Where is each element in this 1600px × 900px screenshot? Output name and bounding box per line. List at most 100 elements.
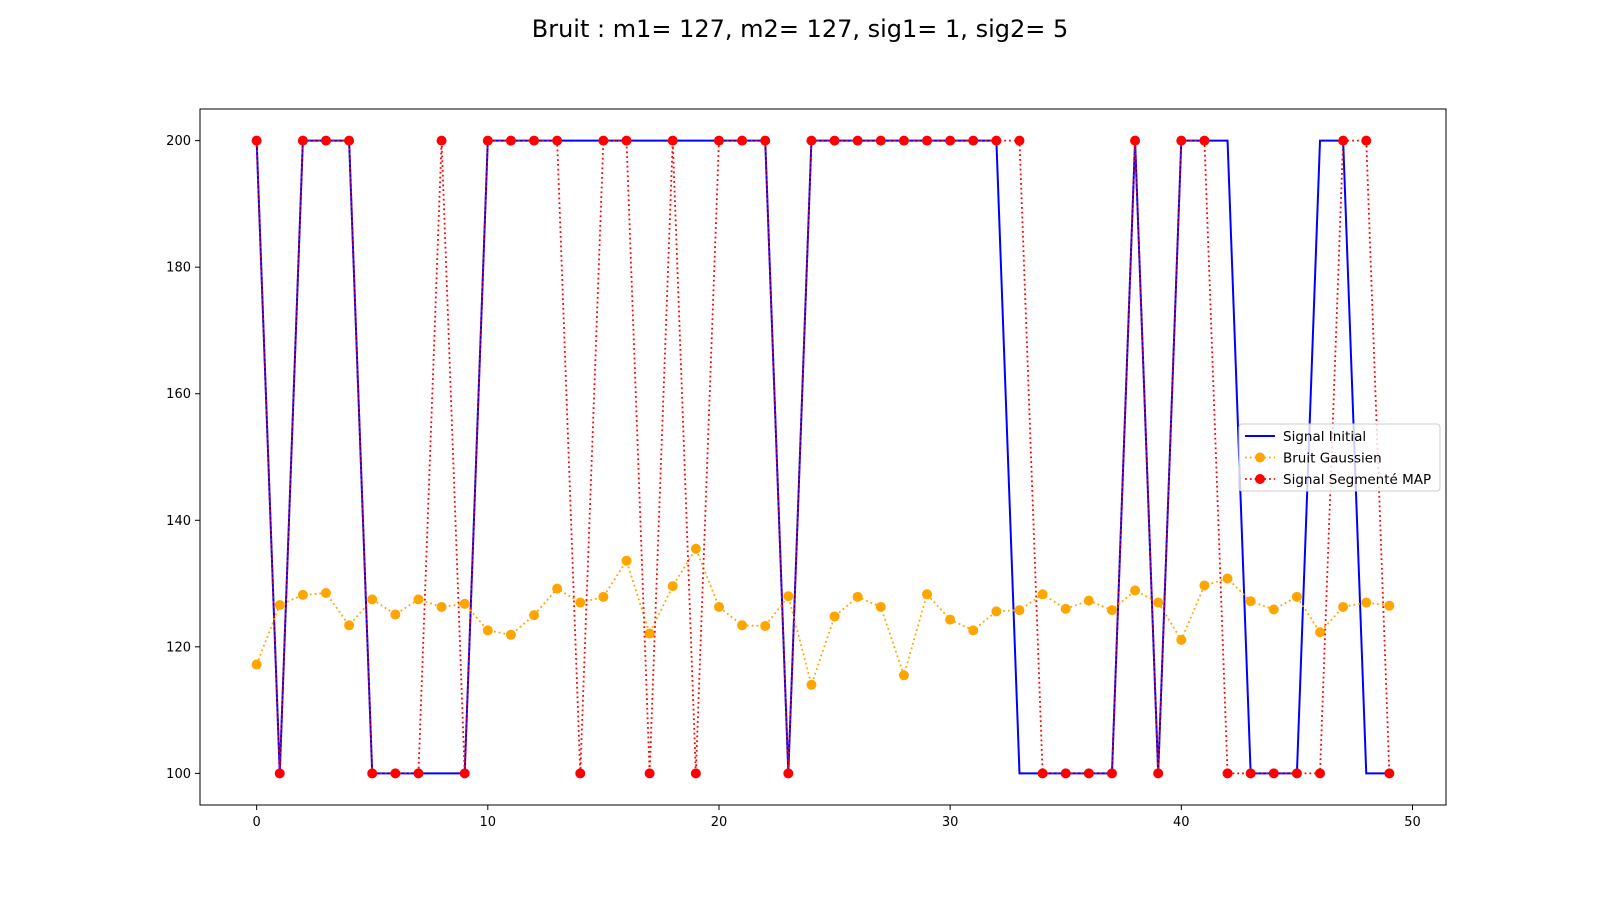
series-2-point [529,135,540,146]
legend-label-1: Bruit Gaussien [1283,451,1382,467]
y-tick-label: 120 [166,640,191,655]
series-2-point [760,135,771,146]
series-2-point [829,135,840,146]
series-1-point [344,620,355,631]
series-1-point [482,625,493,636]
series-2-point [274,768,285,779]
series-2-point [968,135,979,146]
series-1-point [274,600,285,611]
series-1-point [1176,634,1187,645]
series-1-point [945,614,956,625]
series-2-point [1153,768,1164,779]
series-2-point [1361,135,1372,146]
y-tick-label: 180 [166,261,191,276]
series-1-point [621,555,632,566]
y-axis: 100 120 140 160 180 200 [166,134,200,782]
series-1-point [390,609,401,620]
series-2-point [806,135,817,146]
series-1-point [1315,627,1326,638]
y-tick-label: 200 [166,134,191,149]
series-2-point [922,135,933,146]
series-1-point [991,606,1002,617]
series-2-point [251,135,262,146]
series-2-point [367,768,378,779]
series-2-point [875,135,886,146]
series-2-point [344,135,355,146]
series-1-point [922,589,933,600]
y-tick-label: 140 [166,514,191,529]
series-1-point [1245,596,1256,607]
series-2-point [1291,768,1302,779]
series-1-point [1361,597,1372,608]
series-2-point [1222,768,1233,779]
series-1-point [1268,604,1279,615]
series-2-point [1083,768,1094,779]
series-1-point [737,620,748,631]
series-1-point [783,591,794,602]
series-2-point [505,135,516,146]
series-1-point [1130,585,1141,596]
y-tick-label: 160 [166,387,191,402]
series-2-point [667,135,678,146]
series-2-point [413,768,424,779]
series-2-point [320,135,331,146]
series-2-point [1037,768,1048,779]
series-1-point [1153,597,1164,608]
series-1-point [505,629,516,640]
series-1-point [320,588,331,599]
series-2-point [644,768,655,779]
chart-title: Bruit : m1= 127, m2= 127, sig1= 1, sig2=… [532,15,1069,43]
series-1-point [367,594,378,605]
series-line-1 [255,546,1390,688]
series-2-point [459,768,470,779]
series-2-point [898,135,909,146]
series-1-point [760,620,771,631]
x-tick-label: 50 [1404,815,1421,830]
series-1-point [1384,600,1395,611]
series-1-point [898,670,909,681]
series-2-point [991,135,1002,146]
series-1-point [459,598,470,609]
series-1-point [552,583,563,594]
series-1-point [1037,589,1048,600]
plot-frame [199,108,1447,806]
series-2-point [552,135,563,146]
series-1-point [875,601,886,612]
y-tick-label: 100 [166,767,191,782]
series-1-point [1014,605,1025,616]
legend-box [1238,423,1441,492]
x-axis: 0 10 20 30 40 50 [252,805,1421,830]
series-2-point [1199,135,1210,146]
series-2-point [621,135,632,146]
series-2-point [575,768,586,779]
series-1-point [968,625,979,636]
series-2-point [852,135,863,146]
series-1-point [413,594,424,605]
series-2-point [783,768,794,779]
legend-marker-1 [1255,452,1265,463]
series-1-point [251,659,262,670]
series-2-point [1245,768,1256,779]
series-1-point [1222,573,1233,584]
series-2-point [1384,768,1395,779]
legend: Signal Initial Bruit Gaussien Signal Segme… [1238,423,1441,492]
series-2-point [1106,768,1117,779]
series-1-point [1338,601,1349,612]
series-1-point [829,611,840,622]
series-1-point [852,591,863,602]
series-2-point [390,768,401,779]
series-1-point [575,597,586,608]
series-1-point [806,679,817,690]
legend-marker-2 [1255,474,1265,484]
series-2-point [1014,135,1025,146]
x-tick-label: 20 [711,815,728,830]
x-tick-label: 30 [942,815,959,830]
x-tick-label: 40 [1173,815,1190,830]
series-1-point [1083,595,1094,606]
series-1-point [1060,603,1071,614]
series-2-point [737,135,748,146]
series-2-point [1268,768,1279,779]
series-1-point [690,543,701,554]
series-1-point [598,591,609,602]
